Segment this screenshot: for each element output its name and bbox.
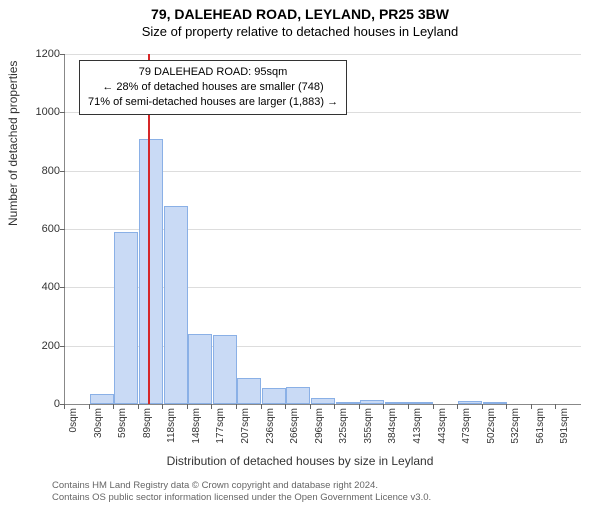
- x-tick-label: 89sqm: [142, 408, 153, 458]
- x-tick-label: 443sqm: [437, 408, 448, 458]
- x-tick-mark: [162, 404, 163, 409]
- x-tick-label: 177sqm: [215, 408, 226, 458]
- histogram-bar: [139, 139, 163, 404]
- y-tick-mark: [60, 54, 65, 55]
- histogram-bar: [90, 394, 114, 404]
- x-tick-mark: [285, 404, 286, 409]
- annotation-line3: 71% of semi-detached houses are larger (…: [88, 95, 338, 110]
- x-tick-mark: [113, 404, 114, 409]
- x-tick-mark: [64, 404, 65, 409]
- x-tick-mark: [187, 404, 188, 409]
- title-main: 79, DALEHEAD ROAD, LEYLAND, PR25 3BW: [0, 6, 600, 22]
- y-tick-label: 800: [24, 165, 60, 177]
- x-tick-label: 413sqm: [412, 408, 423, 458]
- x-tick-label: 207sqm: [240, 408, 251, 458]
- chart-plot-area: 79 DALEHEAD ROAD: 95sqm ← 28% of detache…: [64, 54, 581, 405]
- x-tick-label: 532sqm: [510, 408, 521, 458]
- x-tick-mark: [334, 404, 335, 409]
- x-tick-label: 236sqm: [265, 408, 276, 458]
- x-tick-mark: [531, 404, 532, 409]
- x-tick-mark: [359, 404, 360, 409]
- footer-line1: Contains HM Land Registry data © Crown c…: [52, 480, 431, 492]
- x-tick-mark: [457, 404, 458, 409]
- histogram-bar: [164, 206, 188, 404]
- x-tick-label: 148sqm: [191, 408, 202, 458]
- x-tick-label: 502sqm: [486, 408, 497, 458]
- x-tick-mark: [482, 404, 483, 409]
- footer-attribution: Contains HM Land Registry data © Crown c…: [52, 480, 431, 504]
- y-tick-mark: [60, 112, 65, 113]
- y-tick-mark: [60, 346, 65, 347]
- x-tick-label: 59sqm: [117, 408, 128, 458]
- y-tick-label: 1000: [24, 106, 60, 118]
- histogram-bar: [237, 378, 261, 404]
- y-tick-label: 600: [24, 223, 60, 235]
- histogram-bar: [286, 387, 310, 405]
- x-tick-mark: [89, 404, 90, 409]
- y-tick-label: 1200: [24, 48, 60, 60]
- x-tick-label: 561sqm: [535, 408, 546, 458]
- footer-line2: Contains OS public sector information li…: [52, 492, 431, 504]
- gridline: [65, 54, 581, 55]
- x-tick-label: 296sqm: [314, 408, 325, 458]
- histogram-bar: [262, 388, 286, 404]
- x-tick-label: 0sqm: [68, 408, 79, 458]
- x-tick-label: 266sqm: [289, 408, 300, 458]
- y-tick-mark: [60, 287, 65, 288]
- x-tick-label: 473sqm: [461, 408, 472, 458]
- x-tick-mark: [506, 404, 507, 409]
- x-tick-mark: [211, 404, 212, 409]
- histogram-bar: [114, 232, 138, 404]
- y-axis-label: Number of detached properties: [6, 61, 20, 226]
- x-tick-label: 30sqm: [93, 408, 104, 458]
- x-tick-mark: [138, 404, 139, 409]
- x-tick-mark: [383, 404, 384, 409]
- x-tick-label: 355sqm: [363, 408, 374, 458]
- y-tick-label: 400: [24, 281, 60, 293]
- histogram-bar: [213, 335, 237, 404]
- y-tick-label: 0: [24, 398, 60, 410]
- x-tick-mark: [261, 404, 262, 409]
- x-tick-mark: [408, 404, 409, 409]
- x-tick-mark: [555, 404, 556, 409]
- y-tick-mark: [60, 229, 65, 230]
- x-tick-label: 118sqm: [166, 408, 177, 458]
- y-tick-label: 200: [24, 340, 60, 352]
- annotation-line1: 79 DALEHEAD ROAD: 95sqm: [88, 65, 338, 80]
- x-tick-label: 325sqm: [338, 408, 349, 458]
- x-tick-label: 384sqm: [387, 408, 398, 458]
- x-tick-mark: [310, 404, 311, 409]
- histogram-bar: [188, 334, 212, 404]
- x-tick-mark: [433, 404, 434, 409]
- x-tick-mark: [236, 404, 237, 409]
- x-tick-label: 591sqm: [559, 408, 570, 458]
- title-sub: Size of property relative to detached ho…: [0, 24, 600, 39]
- x-axis-label: Distribution of detached houses by size …: [0, 454, 600, 468]
- annotation-line2: ← 28% of detached houses are smaller (74…: [88, 80, 338, 95]
- annotation-box: 79 DALEHEAD ROAD: 95sqm ← 28% of detache…: [79, 60, 347, 115]
- y-tick-mark: [60, 171, 65, 172]
